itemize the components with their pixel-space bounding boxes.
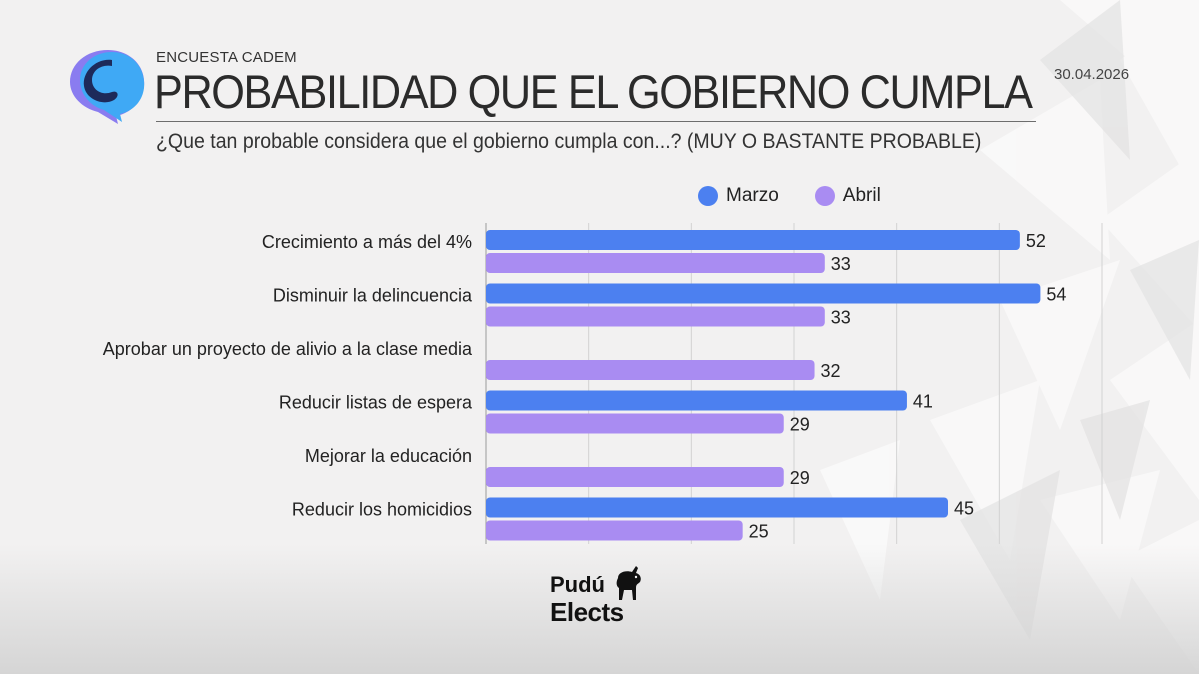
survey-kicker: ENCUESTA CADEM (156, 49, 297, 66)
data-label: 29 (790, 415, 810, 435)
category-label: Aprobar un proyecto de alivio a la clase… (103, 339, 473, 359)
pudu-elects-logo: Pudú Elects (550, 572, 624, 626)
data-label: 33 (831, 308, 851, 328)
data-label: 54 (1046, 285, 1066, 305)
bar-abril (486, 467, 784, 487)
data-label: 32 (821, 361, 841, 381)
category-label: Crecimiento a más del 4% (262, 232, 472, 252)
legend-label-abril: Abril (842, 185, 881, 206)
legend-item-marzo: Marzo (698, 185, 779, 207)
cadem-logo-icon (70, 50, 145, 124)
legend-label-marzo: Marzo (726, 185, 779, 206)
publish-date: 30.04.2026 (1054, 66, 1130, 83)
bar-abril (486, 520, 743, 541)
brand-line1: Pudú (550, 572, 605, 597)
data-label: 45 (954, 499, 974, 519)
pudu-deer-icon (616, 566, 641, 600)
page-title: PROBABILIDAD QUE EL GOBIERNO CUMPLA (154, 65, 1033, 118)
title-divider (156, 121, 1036, 122)
legend-swatch-marzo (698, 186, 718, 206)
data-label: 29 (790, 468, 810, 488)
category-label: Mejorar la educación (305, 446, 472, 466)
data-label: 41 (913, 392, 933, 412)
data-label: 25 (749, 522, 769, 542)
bar-abril (486, 306, 825, 327)
bar-abril (486, 253, 825, 273)
chart-legend: Marzo Abril (698, 185, 881, 207)
bar-marzo (486, 390, 907, 411)
page-subtitle: ¿Que tan probable considera que el gobie… (156, 130, 982, 153)
category-label: Disminuir la delincuencia (273, 286, 473, 306)
category-label: Reducir listas de espera (279, 393, 473, 413)
legend-swatch-abril (814, 186, 835, 206)
bar-abril (486, 360, 815, 380)
bottom-gradient (0, 544, 1199, 674)
data-label: 52 (1026, 231, 1046, 251)
bar-marzo (486, 283, 1041, 304)
brand-line2: Elects (550, 597, 624, 627)
category-label: Reducir los homicidios (292, 500, 472, 520)
bar-abril (486, 413, 784, 434)
bar-marzo (486, 497, 948, 518)
data-label: 33 (831, 254, 851, 274)
legend-item-abril: Abril (814, 185, 881, 207)
bar-marzo (486, 230, 1020, 250)
